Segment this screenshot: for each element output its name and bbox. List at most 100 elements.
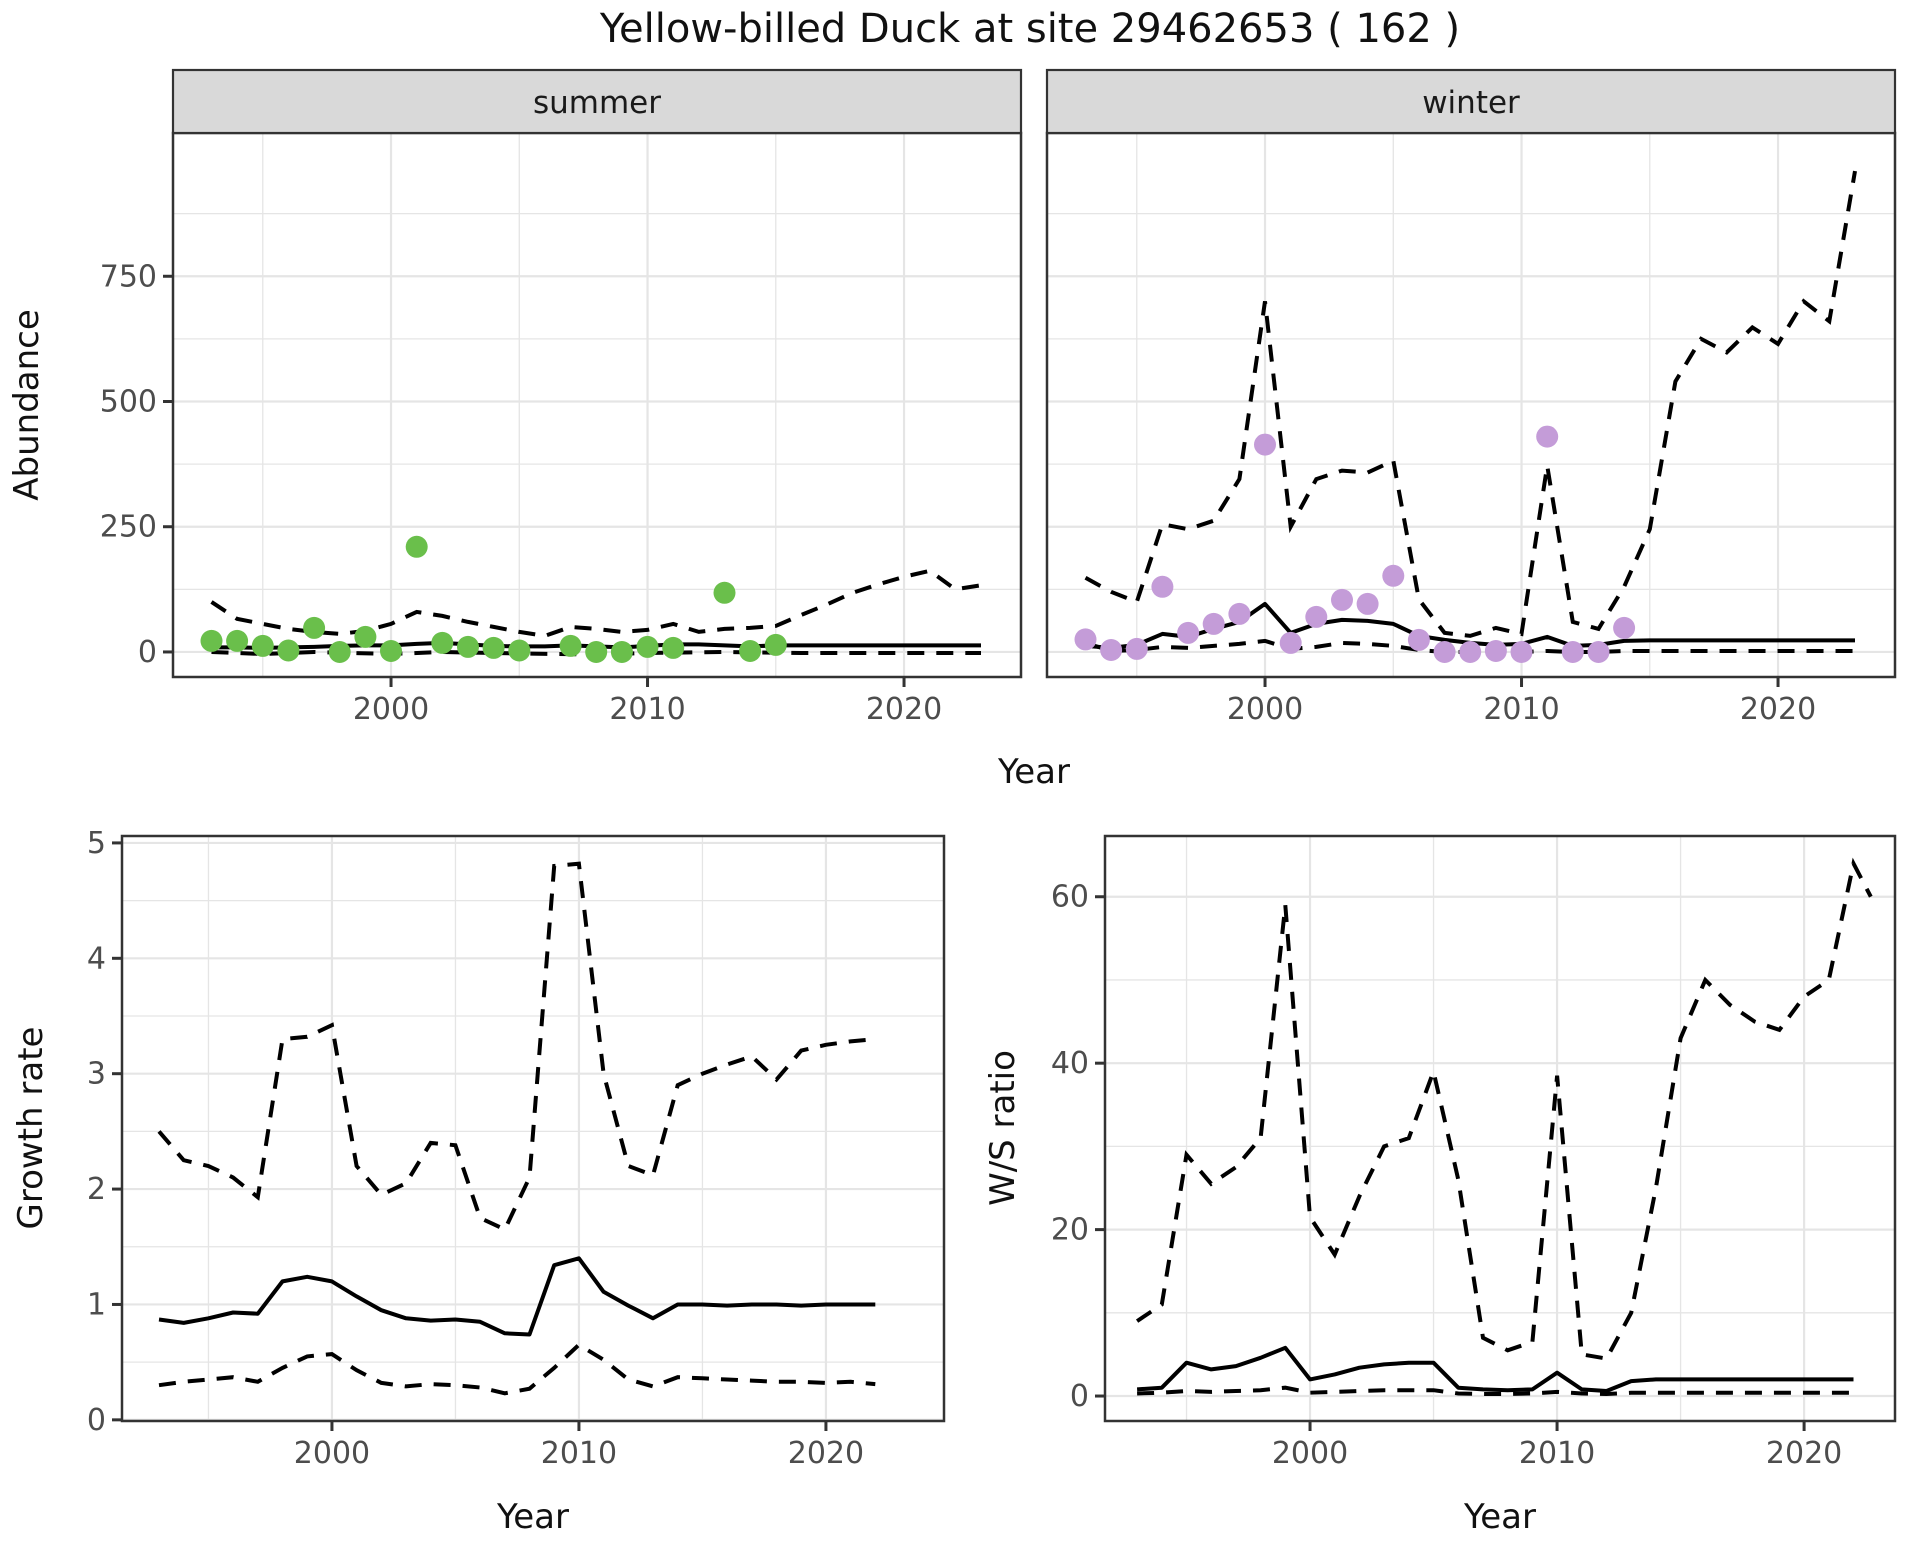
y-tick-label: 3 (87, 1057, 106, 1092)
growth_rate-upper-ci-line (157, 861, 876, 1233)
panel-ws_ratio: 2000 2010 2020 0 20 40 60 (1051, 834, 1897, 1471)
observed-point (251, 634, 274, 657)
observed-point (457, 635, 479, 658)
observed-point (1459, 641, 1482, 663)
observed-point (508, 639, 531, 662)
observed-point (405, 535, 428, 558)
abundance_summer-gridlines (173, 133, 1021, 677)
facet-label-winter: winter (1422, 85, 1520, 121)
observed-point (200, 629, 223, 652)
abundance_summer-observed-points (200, 535, 787, 663)
y-tick-label: 1 (87, 1287, 106, 1322)
abundance_winter-observed-points (1074, 425, 1636, 663)
observed-point (354, 625, 377, 648)
observed-point (1151, 575, 1174, 598)
observed-point (610, 641, 633, 663)
y-tick-label: 5 (87, 826, 106, 861)
observed-point (636, 635, 659, 658)
y-tick-label: 500 (100, 384, 157, 419)
observed-point (1202, 612, 1225, 635)
growth_rate-axis: 2000 2010 2020 0 1 2 3 4 5 (87, 826, 864, 1471)
panel-abundance_summer: 2000 2010 2020 0 250 500 750 (100, 131, 1023, 727)
observed-point (226, 629, 249, 652)
y-tick-label: 60 (1051, 880, 1089, 915)
facet-strip-winter (1045, 68, 1897, 135)
y-axis-title-ws-ratio: W/S ratio (983, 1050, 1023, 1206)
observed-point (328, 641, 351, 663)
y-tick-label: 40 (1051, 1046, 1089, 1081)
observed-point (1510, 641, 1533, 663)
x-tick-label: 2010 (1519, 1436, 1595, 1471)
growth_rate-panel-border (120, 834, 946, 1423)
abundance_winter-gridlines (1047, 133, 1895, 677)
x-tick-label: 2020 (788, 1436, 864, 1471)
observed-point (764, 633, 787, 656)
observed-point (1100, 639, 1123, 661)
y-tick-label: 0 (87, 1403, 106, 1438)
observed-point (303, 616, 326, 639)
x-tick-label: 2010 (541, 1436, 617, 1471)
abundance_winter-axis: 2000 2010 2020 (1227, 677, 1816, 727)
observed-point (1305, 605, 1328, 628)
observed-point (662, 636, 685, 659)
y-axis-title-growth-rate: Growth rate (11, 1027, 51, 1230)
observed-point (1561, 641, 1584, 663)
abundance_summer-panel-border (171, 131, 1023, 679)
observed-point (1074, 628, 1097, 651)
observed-point (1254, 433, 1276, 456)
plot-title: Yellow-billed Duck at site 29462653 ( 16… (599, 6, 1460, 52)
observed-point (1587, 641, 1610, 663)
ws_ratio-gridlines (1105, 836, 1895, 1421)
x-axis-title-year-ws: Year (1463, 1497, 1536, 1537)
growth_rate-lower-ci-line (158, 1342, 876, 1396)
x-tick-label: 2010 (609, 692, 685, 727)
y-tick-label: 0 (1070, 1379, 1089, 1414)
x-tick-label: 2000 (294, 1436, 370, 1471)
observed-point (1382, 564, 1405, 587)
observed-point (1536, 425, 1559, 448)
observed-point (1331, 588, 1353, 611)
y-tick-label: 20 (1051, 1213, 1089, 1248)
y-tick-label: 250 (100, 510, 157, 545)
observed-point (380, 640, 402, 662)
x-tick-label: 2000 (353, 692, 429, 727)
observed-point (1484, 640, 1507, 662)
observed-point (1125, 637, 1148, 660)
abundance_winter-upper-ci-line (1084, 170, 1857, 638)
observed-point (585, 641, 608, 663)
ws_ratio-upper-ci-line (1135, 857, 1873, 1361)
abundance_winter-panel-border (1045, 131, 1897, 679)
abundance_summer-upper-ci-line (210, 568, 982, 638)
observed-point (482, 636, 505, 659)
x-axis-title-year-top: Year (997, 752, 1070, 792)
observed-point (1356, 592, 1379, 615)
x-tick-label: 2020 (866, 692, 942, 727)
x-tick-label: 2020 (1740, 692, 1816, 727)
observed-point (739, 640, 762, 662)
observed-point (1613, 616, 1636, 639)
growth_rate-fitted-line (158, 1256, 876, 1337)
ws_ratio-axis: 2000 2010 2020 0 20 40 60 (1051, 880, 1842, 1471)
facet-strip-summer (171, 68, 1023, 135)
observed-point (559, 634, 582, 657)
x-axis-title-year-growth: Year (496, 1497, 569, 1537)
x-tick-label: 2000 (1272, 1436, 1348, 1471)
x-tick-label: 2000 (1227, 692, 1303, 727)
facet-label-summer: summer (533, 85, 661, 121)
abundance_summer-axis: 2000 2010 2020 0 250 500 750 (100, 259, 942, 727)
panel-growth_rate: 2000 2010 2020 0 1 2 3 4 5 (87, 826, 946, 1471)
y-tick-label: 4 (87, 941, 106, 976)
x-tick-label: 2010 (1483, 692, 1559, 727)
y-tick-label: 0 (138, 635, 157, 670)
y-tick-label: 750 (100, 259, 157, 294)
ws_ratio-panel-border (1103, 834, 1897, 1423)
observed-point (1177, 621, 1200, 644)
y-tick-label: 2 (87, 1172, 106, 1207)
observed-point (1407, 628, 1430, 651)
ws_ratio-lower-ci-line (1137, 1385, 1854, 1397)
observed-point (713, 581, 736, 604)
ws_ratio-fitted-line (1136, 1345, 1854, 1393)
